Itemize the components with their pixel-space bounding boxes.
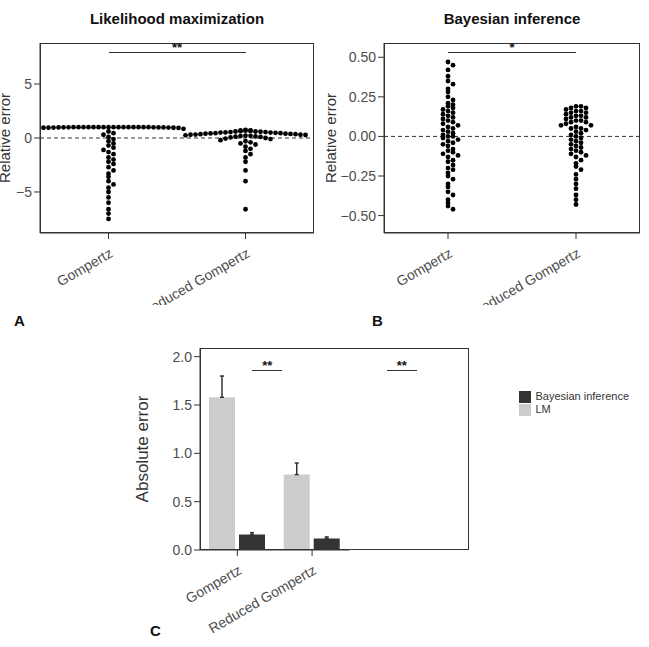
html-text:B: B [372,312,383,329]
svg-text:Absolute error: Absolute error [133,395,152,502]
svg-text:−0.50: −0.50 [341,208,377,224]
svg-text:Relative error: Relative error [8,93,13,183]
svg-text:5: 5 [24,76,32,92]
html-text:Likelihood maximization: Likelihood maximization [89,10,265,27]
svg-text:0.50: 0.50 [349,49,376,65]
svg-text:Reduced Gompertz: Reduced Gompertz [470,245,583,305]
html-text:Bayesian inference: Bayesian inference [443,10,581,27]
svg-text:Relative error: Relative error [326,93,339,183]
svg-text:0.0: 0.0 [173,542,193,558]
svg-text:Reduced Gompertz: Reduced Gompertz [139,245,252,305]
svg-text:2.0: 2.0 [173,349,193,365]
svg-text:Gompertz: Gompertz [183,562,244,607]
svg-text:Gompertz: Gompertz [393,245,454,290]
svg-text:1.0: 1.0 [173,445,193,461]
svg-text:Gompertz: Gompertz [54,245,115,290]
svg-text:Reduced Gompertz: Reduced Gompertz [206,562,319,637]
svg-text:0.5: 0.5 [173,494,193,510]
svg-text:0.00: 0.00 [349,128,376,144]
svg-text:0: 0 [24,130,32,146]
svg-text:0.25: 0.25 [349,89,376,105]
html-text:C: C [150,622,161,639]
html-text:Bayesian inference: Bayesian inference [535,390,629,402]
svg-text:−5: −5 [16,184,32,200]
html-text:A: A [14,312,25,329]
html-text:LM: LM [535,403,551,416]
svg-text:1.5: 1.5 [173,397,193,413]
svg-text:−0.25: −0.25 [341,168,377,184]
